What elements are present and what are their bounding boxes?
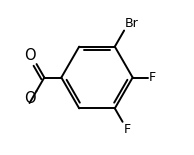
Text: Br: Br	[125, 17, 139, 30]
Text: O: O	[24, 48, 35, 63]
Text: F: F	[149, 71, 156, 84]
Text: F: F	[123, 123, 131, 136]
Text: O: O	[24, 91, 36, 106]
